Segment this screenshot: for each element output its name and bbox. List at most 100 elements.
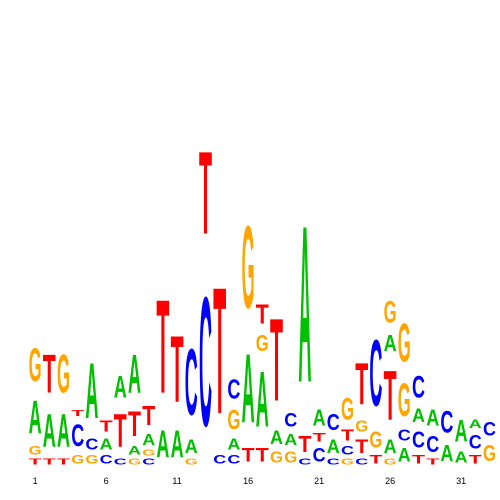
position-label-21: 21 [314,476,324,486]
logo-letter-a-pos-16: A [242,333,255,443]
logo-letter-a-pos-2: A [43,405,56,458]
logo-letter-g-pos-15: G [227,404,240,435]
logo-letter-c-pos-14: C [213,453,226,466]
logo-letter-c-pos-33: C [483,418,496,440]
logo-letter-c-pos-19: C [284,409,297,431]
logo-letter-a-pos-15: A [227,435,240,453]
logo-letter-g-pos-12: G [185,457,198,466]
logo-letter-c-pos-7: C [114,457,127,466]
logo-letter-a-pos-19: A [284,431,297,449]
logo-letter-t-pos-20: T [298,431,311,457]
logo-letter-t-pos-28: T [412,452,426,466]
logo-letter-g-pos-8: G [128,457,141,466]
position-label-11: 11 [172,476,181,486]
logo-letter-t-pos-10: T [156,273,169,422]
logo-letter-a-pos-32: A [469,418,482,431]
logo-letter-g-pos-25: G [369,428,382,453]
logo-letter-t-pos-11: T [171,317,184,422]
logo-letter-g-pos-27: G [398,375,411,427]
position-label-26: 26 [385,476,395,486]
logo-letter-t-pos-25: T [369,452,383,466]
logo-letter-c-pos-6: C [100,453,113,466]
logo-letter-a-pos-9: A [142,431,155,449]
logo-letter-t-pos-16: T [242,444,256,466]
logo-letter-g-pos-24: G [355,418,368,435]
logo-letter-t-pos-1: T [29,457,42,466]
logo-letter-t-pos-6: T [100,417,114,435]
logo-letter-g-pos-5: G [85,454,98,467]
logo-letter-g-pos-26: G [384,295,397,330]
logo-letter-c-pos-9: C [142,457,155,466]
logo-letter-c-pos-28: C [412,370,425,404]
logo-letter-g-pos-23: G [341,392,354,427]
logo-letter-t-pos-26: T [384,357,397,436]
logo-letter-a-pos-8: A [128,343,141,405]
logo-letter-t-pos-17: T [256,444,270,466]
logo-letter-g-pos-9: G [142,448,155,457]
logo-letter-t-pos-17: T [256,300,269,330]
logo-letter-c-pos-20: C [298,457,311,466]
logo-letter-t-pos-2: T [43,457,56,466]
logo-letter-c-pos-27: C [398,427,411,445]
logo-letter-c-pos-25: C [369,322,382,426]
logo-letter-c-pos-15: C [227,453,240,466]
logo-letter-a-pos-12: A [185,435,198,457]
logo-letter-c-pos-22: C [327,410,340,436]
logo-letter-a-pos-21: A [313,405,326,431]
logo-letter-c-pos-4: C [71,419,84,453]
logo-letter-a-pos-18: A [270,426,283,448]
logo-letter-a-pos-30: A [440,441,453,467]
logo-letter-a-pos-22: A [327,435,340,457]
logo-letter-a-pos-3: A [57,405,70,458]
logo-letter-a-pos-20: A [298,179,311,430]
logo-letter-g-pos-16: G [242,202,255,334]
logo-letter-t-pos-2: T [43,342,56,404]
logo-letter-g-pos-26: G [384,457,397,466]
logo-letter-t-pos-23: T [341,426,355,444]
position-label-6: 6 [104,476,109,486]
logo-letter-t-pos-7: T [114,404,127,457]
logo-letter-a-pos-27: A [398,444,411,466]
logo-letter-g-pos-1: G [29,340,42,392]
logo-letter-t-pos-13: T [199,126,212,258]
position-label-1: 1 [33,476,38,486]
logo-letter-t-pos-9: T [142,401,155,431]
logo-letter-g-pos-1: G [29,445,42,458]
logo-letter-g-pos-4: G [71,454,84,467]
logo-letter-t-pos-24: T [355,436,369,458]
logo-letter-a-pos-31: A [455,449,468,467]
logo-letter-g-pos-19: G [284,449,297,466]
logo-letter-c-pos-22: C [327,457,340,466]
logo-letter-c-pos-15: C [227,374,240,405]
logo-letter-c-pos-12: C [185,331,198,435]
logo-letter-c-pos-30: C [440,406,453,440]
logo-letter-g-pos-27: G [398,311,411,373]
logo-letter-t-pos-32: T [469,452,483,466]
logo-letter-t-pos-21: T [313,430,327,444]
position-axis: 1 6 11 16 21 26 31 [33,476,467,486]
position-label-31: 31 [456,476,466,486]
logo-letter-c-pos-29: C [426,432,439,458]
logo-letter-a-pos-26: A [384,435,397,457]
logo-letter-a-pos-10: A [156,423,169,467]
logo-letter-t-pos-29: T [426,457,439,466]
logo-letter-a-pos-6: A [100,435,113,453]
logo-letter-c-pos-32: C [469,431,482,453]
logo-letter-c-pos-13: C [199,258,212,465]
logo-letter-t-pos-8: T [128,406,141,445]
logo-letter-a-pos-29: A [426,405,439,431]
logo-letter-t-pos-24: T [355,353,368,418]
logo-letter-g-pos-33: G [483,441,496,466]
logo-letter-c-pos-21: C [313,444,326,466]
logo-letter-c-pos-5: C [85,435,98,453]
logo-letter-a-pos-5: A [85,348,98,436]
logo-letter-a-pos-1: A [29,391,42,444]
logo-letter-c-pos-28: C [412,427,425,453]
logo-letter-c-pos-23: C [341,445,354,458]
logo-letter-t-pos-3: T [57,457,70,466]
position-label-16: 16 [243,476,253,486]
logo-letter-a-pos-31: A [455,414,468,448]
logo-letter-g-pos-18: G [270,449,283,466]
